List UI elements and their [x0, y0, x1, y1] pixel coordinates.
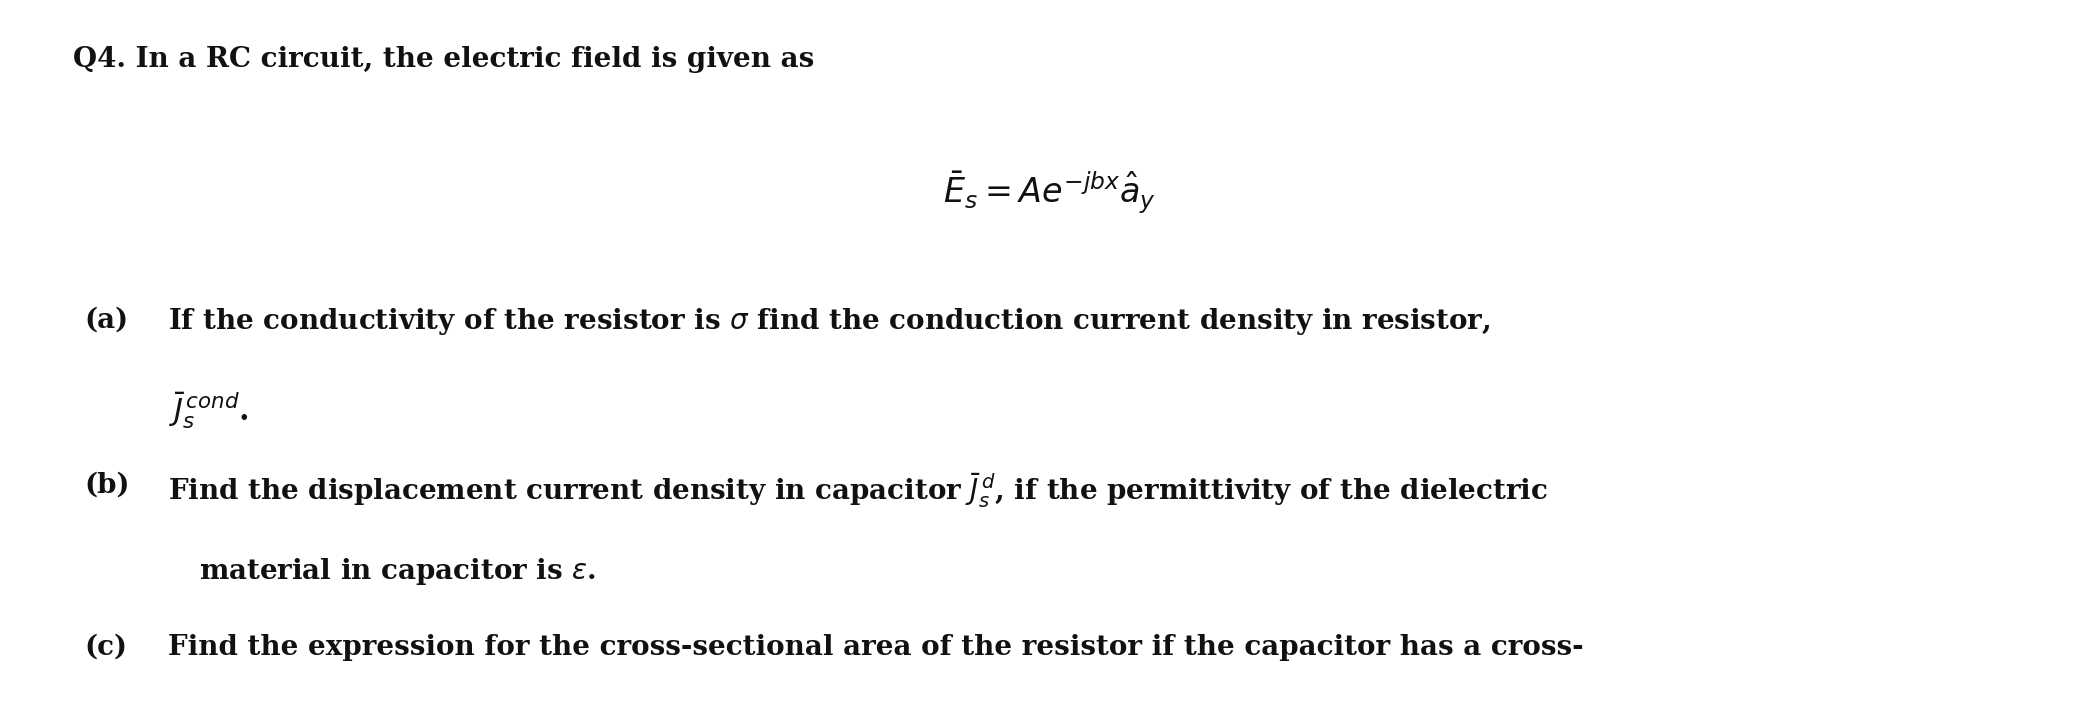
- Text: $\bar{E}_s = Ae^{-jbx}\hat{a}_y$: $\bar{E}_s = Ae^{-jbx}\hat{a}_y$: [942, 169, 1156, 215]
- Text: material in capacitor is $\varepsilon$.: material in capacitor is $\varepsilon$.: [199, 556, 596, 587]
- Text: (c): (c): [84, 634, 126, 660]
- Text: (a): (a): [84, 306, 128, 333]
- Text: $\bar{J}_s^{\,cond}$.: $\bar{J}_s^{\,cond}$.: [168, 391, 248, 432]
- Text: Q4. In a RC circuit, the electric field is given as: Q4. In a RC circuit, the electric field …: [73, 46, 814, 73]
- Text: If the conductivity of the resistor is $\sigma$ find the conduction current dens: If the conductivity of the resistor is $…: [168, 306, 1490, 337]
- Text: Find the expression for the cross-sectional area of the resistor if the capacito: Find the expression for the cross-sectio…: [168, 634, 1584, 660]
- Text: Find the displacement current density in capacitor $\bar{J}_s^{\,d}$, if the per: Find the displacement current density in…: [168, 472, 1548, 510]
- Text: (b): (b): [84, 472, 130, 498]
